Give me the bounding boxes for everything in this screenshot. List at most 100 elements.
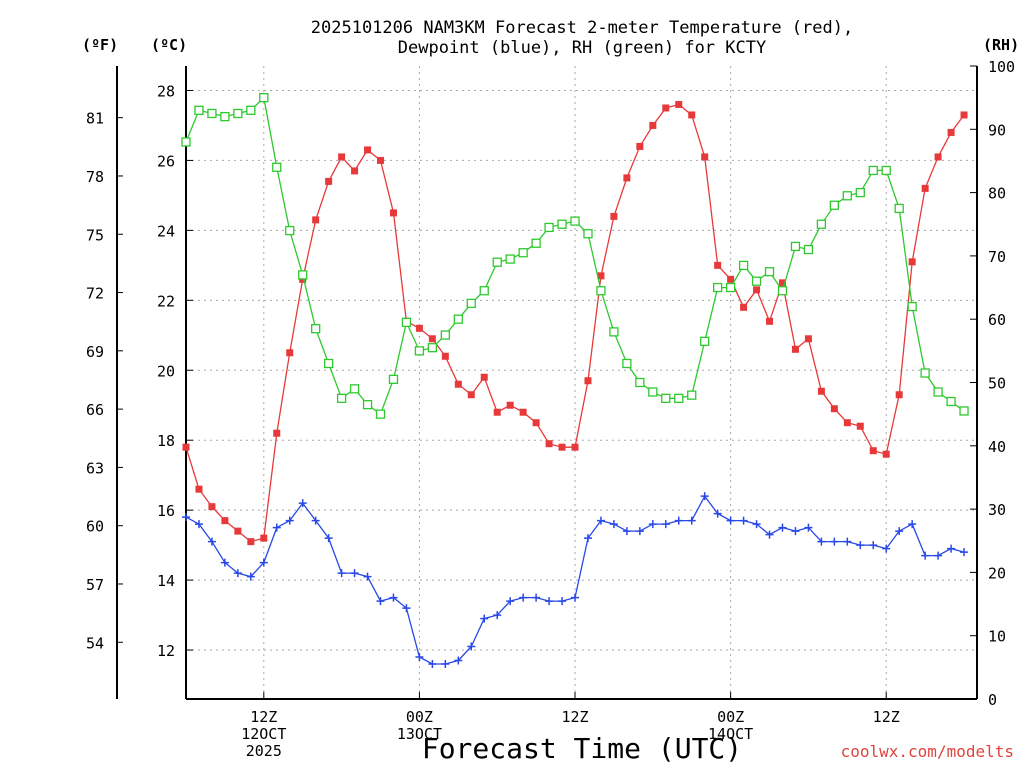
rh-point <box>323 358 334 369</box>
rh-point <box>233 108 243 119</box>
temperature-point <box>428 335 436 343</box>
dewpoint-point <box>934 551 943 560</box>
temperature-point <box>415 324 423 332</box>
rh-point <box>648 387 658 397</box>
temperature-line <box>185 103 965 543</box>
dewpoint-point <box>817 537 826 546</box>
rh-point <box>596 286 606 296</box>
temperature-point <box>364 146 372 154</box>
time-tick-label: 00Z <box>406 708 433 726</box>
axes <box>116 66 978 700</box>
temperature-point <box>493 408 501 416</box>
rh-point <box>907 301 917 312</box>
dewpoint-point <box>272 523 281 532</box>
rh-tick-label: 90 <box>988 121 1006 139</box>
dewpoint-point <box>519 593 528 602</box>
rh-point <box>259 93 269 103</box>
temperature-point <box>740 303 748 311</box>
dewpoint-point <box>648 520 657 529</box>
fahrenheit-tick-label: 75 <box>86 226 104 244</box>
temperature-point <box>454 380 462 388</box>
rh-point <box>207 108 217 119</box>
time-tick-label: 12OCT <box>241 725 286 743</box>
temperature-point <box>649 121 657 129</box>
dewpoint-point <box>843 537 852 546</box>
rh-point <box>777 286 788 296</box>
temperature-point <box>727 275 735 283</box>
temperature-point <box>675 100 683 108</box>
x-axis-label: Forecast Time (UTC) <box>421 732 743 765</box>
rh-point <box>362 400 373 410</box>
temperature-point <box>960 111 968 119</box>
fahrenheit-tick-label: 66 <box>86 401 104 419</box>
chart-title-line-1: 2025101206 NAM3KM Forecast 2-meter Tempe… <box>310 18 854 38</box>
temperature-point <box>623 174 631 182</box>
dewpoint-point <box>571 593 580 602</box>
rh-point <box>687 390 697 400</box>
temperature-point <box>441 352 449 360</box>
dewpoint-point <box>583 534 592 543</box>
rh-point <box>933 387 943 397</box>
tick-marks: 12141618202224262812Z12OCT202500Z13OCT12… <box>86 58 1015 760</box>
fahrenheit-tick-label: 57 <box>86 576 104 594</box>
dewpoint-point <box>752 520 761 529</box>
rh-point <box>920 368 930 378</box>
dewpoint-point <box>882 544 891 553</box>
celsius-tick-label: 18 <box>157 432 175 450</box>
temperature-point <box>636 142 644 150</box>
credit-link[interactable]: coolwx.com/modelts <box>840 742 1014 761</box>
dewpoint-point <box>921 551 930 560</box>
dewpoint-point <box>622 527 631 536</box>
temperature-point <box>908 258 916 266</box>
dewpoint-point <box>441 660 450 669</box>
rh-point <box>946 396 956 407</box>
rh-point <box>401 317 412 328</box>
temperature-point <box>506 401 514 409</box>
dewpoint-point <box>182 513 190 522</box>
dewpoint-point <box>661 520 670 529</box>
dewpoint-point <box>545 597 554 606</box>
temperature-point <box>571 443 579 451</box>
rh-point <box>285 225 295 236</box>
dewpoint-point <box>960 548 969 557</box>
time-tick-label: 2025 <box>246 742 282 760</box>
temperature-point <box>532 419 540 427</box>
temperature-point <box>869 447 877 455</box>
time-tick-label: 13OCT <box>397 725 442 743</box>
temperature-point <box>208 503 216 511</box>
data-series <box>181 93 969 669</box>
celsius-tick-label: 22 <box>157 292 175 310</box>
temperature-point <box>597 272 605 280</box>
temperature-point <box>519 408 527 416</box>
fahrenheit-unit-label: (ºF) <box>82 36 119 54</box>
temperature-point <box>714 261 722 269</box>
celsius-tick-label: 20 <box>157 362 175 380</box>
rh-point <box>544 222 554 233</box>
rh-point <box>894 203 904 214</box>
temperature-point <box>338 153 346 161</box>
rh-point <box>220 111 230 122</box>
fahrenheit-tick-label: 78 <box>86 168 104 186</box>
temperature-point <box>947 128 955 136</box>
dewpoint-point <box>713 509 722 518</box>
dewpoint-point <box>791 527 800 536</box>
dewpoint-point <box>739 516 748 525</box>
rh-tick-label: 80 <box>988 185 1006 203</box>
dewpoint-point <box>947 544 956 553</box>
time-tick-label: 12Z <box>250 708 277 726</box>
rh-point <box>298 270 308 280</box>
dewpoint-point <box>596 516 605 525</box>
temperature-point <box>325 177 333 185</box>
rh-point <box>492 257 502 267</box>
temperature-point <box>701 153 709 161</box>
dewpoint-point <box>506 597 515 606</box>
rh-point <box>466 298 476 309</box>
rh-point <box>181 137 191 147</box>
dewpoint-point <box>402 604 411 613</box>
fahrenheit-tick-label: 69 <box>86 343 104 361</box>
dewpoint-point <box>480 614 489 623</box>
rh-point <box>375 409 386 419</box>
time-tick-label: 12Z <box>873 708 900 726</box>
celsius-tick-label: 28 <box>157 82 175 100</box>
